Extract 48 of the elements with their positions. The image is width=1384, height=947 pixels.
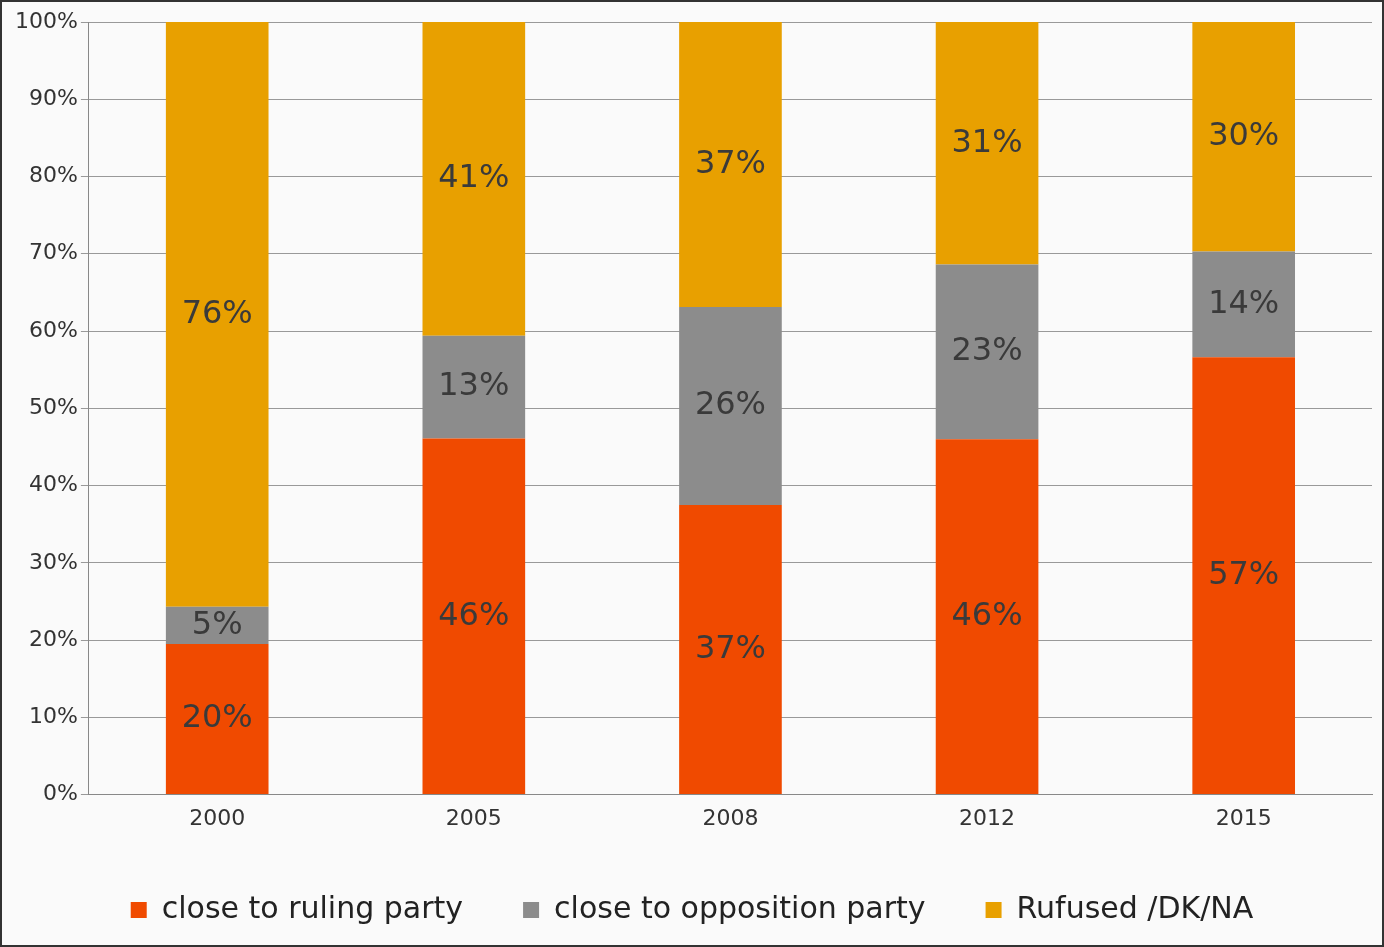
- data-label: 5%: [191, 603, 243, 642]
- bar: [165, 22, 269, 607]
- bar: [935, 264, 1039, 440]
- x-tick-label: 2000: [189, 804, 246, 830]
- y-tick-label: 50%: [28, 394, 78, 420]
- y-tick-label: 20%: [28, 625, 78, 651]
- data-label: 20%: [181, 697, 253, 736]
- legend-label: close to opposition party: [554, 889, 926, 925]
- bar: [165, 643, 269, 795]
- data-label: 57%: [1208, 554, 1280, 593]
- y-tick-label: 90%: [28, 84, 78, 110]
- y-tick-label: 40%: [28, 471, 78, 497]
- bar: [935, 22, 1039, 265]
- data-label: 30%: [1208, 115, 1280, 154]
- data-label: 37%: [694, 627, 767, 666]
- y-tick-label: 30%: [28, 548, 78, 574]
- y-tick-label: 80%: [28, 162, 78, 188]
- y-tick-label: 0%: [42, 780, 78, 806]
- data-label: 41%: [438, 157, 510, 196]
- bar: [679, 307, 782, 505]
- data-label: 46%: [951, 594, 1023, 633]
- data-label: 23%: [951, 330, 1023, 369]
- bar: [422, 22, 526, 336]
- data-label: 46%: [438, 594, 510, 633]
- data-label: 31%: [951, 121, 1023, 160]
- y-tick-label: 100%: [14, 7, 78, 33]
- bar: [1192, 251, 1296, 358]
- bar: [935, 439, 1039, 795]
- y-tick-label: 10%: [28, 703, 78, 729]
- data-label: 37%: [694, 142, 767, 181]
- bar: [679, 504, 782, 795]
- data-label: 14%: [1208, 282, 1280, 321]
- data-label: 26%: [694, 384, 767, 423]
- data-label: 13%: [438, 365, 510, 404]
- bar: [422, 438, 526, 795]
- x-tick-label: 2005: [445, 804, 502, 830]
- x-tick-label: 2012: [959, 804, 1016, 830]
- bar: [422, 335, 526, 439]
- x-tick-label: 2015: [1215, 804, 1272, 830]
- legend-label: Rufused /DK/NA: [1016, 889, 1254, 925]
- y-tick-label: 60%: [28, 316, 78, 342]
- y-tick-label: 70%: [28, 239, 78, 265]
- bar: [1192, 22, 1296, 252]
- data-label: 76%: [181, 292, 253, 331]
- bar: [679, 22, 782, 308]
- x-tick-label: 2008: [702, 804, 759, 830]
- bar: [1192, 357, 1296, 795]
- legend-label: close to ruling party: [161, 889, 464, 925]
